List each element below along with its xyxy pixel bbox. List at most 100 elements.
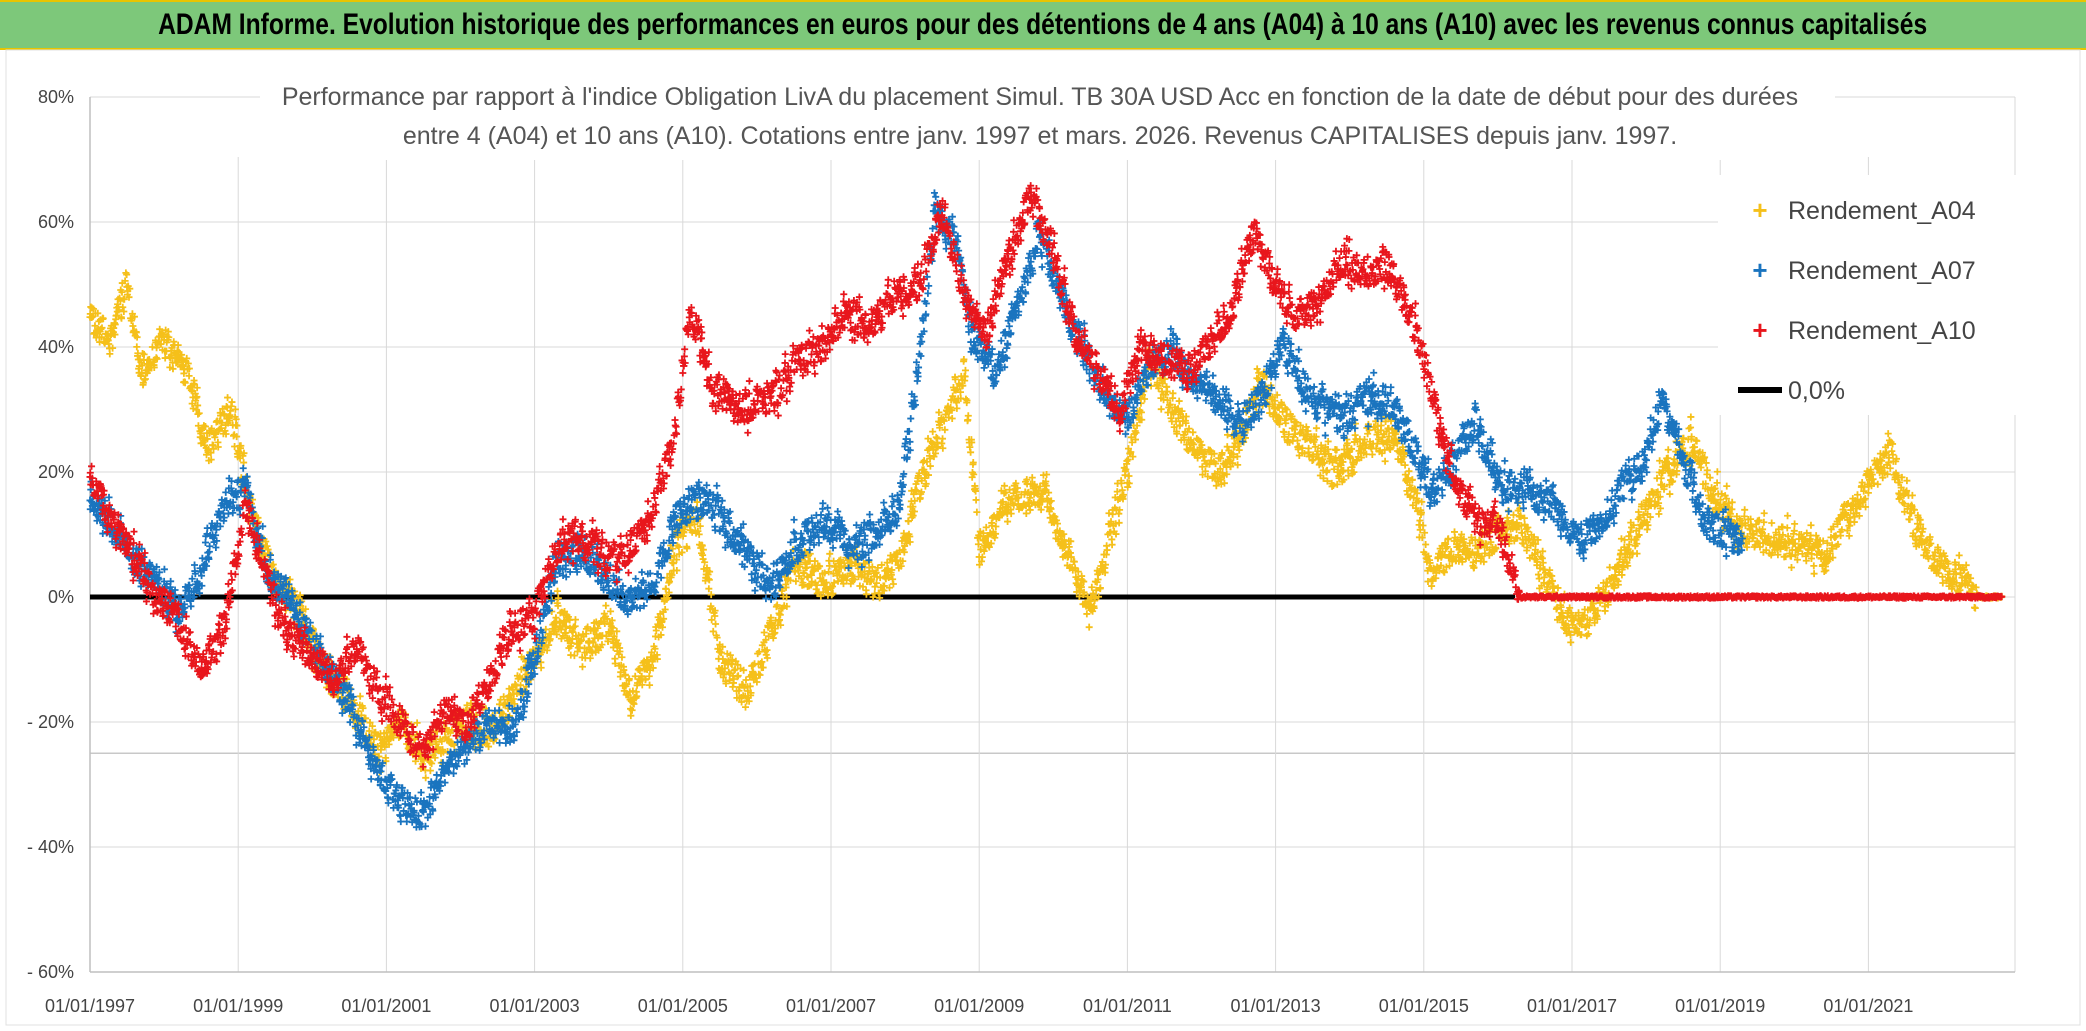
data-point [577, 636, 585, 644]
y-tick-label: - 60% [27, 962, 74, 982]
data-point [696, 522, 704, 530]
data-point [553, 630, 561, 638]
x-tick-label: 01/01/1999 [193, 996, 283, 1016]
data-point [621, 671, 629, 679]
data-point [138, 362, 146, 370]
series-rendement_a04 [86, 269, 2006, 782]
data-point [195, 409, 203, 417]
data-point [157, 340, 165, 348]
data-point [646, 681, 654, 689]
y-tick-label: - 40% [27, 837, 74, 857]
data-point [98, 324, 106, 332]
data-series [86, 182, 2006, 831]
data-point [586, 654, 594, 662]
data-point [664, 594, 672, 602]
data-point [554, 594, 562, 602]
data-point [541, 643, 549, 651]
data-point [193, 393, 201, 401]
data-point [207, 449, 215, 457]
data-point [130, 313, 138, 321]
data-point [562, 629, 570, 637]
data-point [126, 285, 134, 293]
data-point [237, 442, 245, 450]
data-point [537, 664, 545, 672]
data-point [614, 639, 622, 647]
data-point [97, 325, 105, 333]
data-point [121, 277, 129, 285]
data-point [598, 641, 606, 649]
data-point [616, 648, 624, 656]
data-point [169, 365, 177, 373]
data-point [648, 648, 656, 656]
data-point [133, 333, 141, 341]
data-point [543, 646, 551, 654]
data-point [422, 774, 430, 782]
data-point [438, 737, 446, 745]
data-point [354, 707, 362, 715]
data-point [625, 675, 633, 683]
data-point [631, 672, 639, 680]
data-point [665, 589, 673, 597]
data-point [611, 660, 619, 668]
data-point [585, 637, 593, 645]
data-point [203, 435, 211, 443]
data-point [235, 448, 243, 456]
data-point [602, 602, 610, 610]
data-point [150, 363, 158, 371]
data-point [562, 623, 570, 631]
data-point [575, 631, 583, 639]
x-tick-label: 01/01/1997 [45, 996, 135, 1016]
data-point [545, 641, 553, 649]
data-point [638, 672, 646, 680]
data-point [214, 443, 222, 451]
data-point [269, 560, 277, 568]
data-point [603, 615, 611, 623]
data-point [99, 315, 107, 323]
data-point [140, 350, 148, 358]
data-point [184, 359, 192, 367]
data-point [638, 681, 646, 689]
data-point [218, 419, 226, 427]
data-point [623, 680, 631, 688]
data-point [645, 672, 653, 680]
x-tick-label: 01/01/2015 [1379, 996, 1469, 1016]
data-point [628, 706, 636, 714]
data-point [117, 314, 125, 322]
data-point [98, 333, 106, 341]
x-tick-label: 01/01/2017 [1527, 996, 1617, 1016]
data-point [584, 623, 592, 631]
data-point [589, 638, 597, 646]
x-tick-label: 01/01/2005 [638, 996, 728, 1016]
data-point [125, 293, 133, 301]
x-tick-label: 01/01/2007 [786, 996, 876, 1016]
x-tick-label: 01/01/2021 [1823, 996, 1913, 1016]
data-point [683, 544, 691, 552]
data-point [192, 406, 200, 414]
data-point [670, 552, 678, 560]
data-point [240, 449, 248, 457]
x-tick-label: 01/01/2019 [1675, 996, 1765, 1016]
data-point [133, 343, 141, 351]
data-point [356, 692, 364, 700]
data-point [232, 415, 240, 423]
data-point [561, 607, 569, 615]
y-tick-label: 0% [48, 587, 74, 607]
data-point [115, 306, 123, 314]
data-point [448, 726, 456, 734]
data-point [222, 430, 230, 438]
data-point [194, 401, 202, 409]
data-point [607, 607, 615, 615]
data-point [613, 627, 621, 635]
data-point [263, 542, 271, 550]
data-point [207, 456, 215, 464]
data-point [91, 322, 99, 330]
data-point [620, 666, 628, 674]
data-point [120, 295, 128, 303]
data-point [659, 623, 667, 631]
data-point [675, 543, 683, 551]
data-point [174, 341, 182, 349]
data-point [431, 754, 439, 762]
data-point [604, 637, 612, 645]
report-title: ADAM Informe. Evolution historique des p… [158, 8, 1928, 41]
